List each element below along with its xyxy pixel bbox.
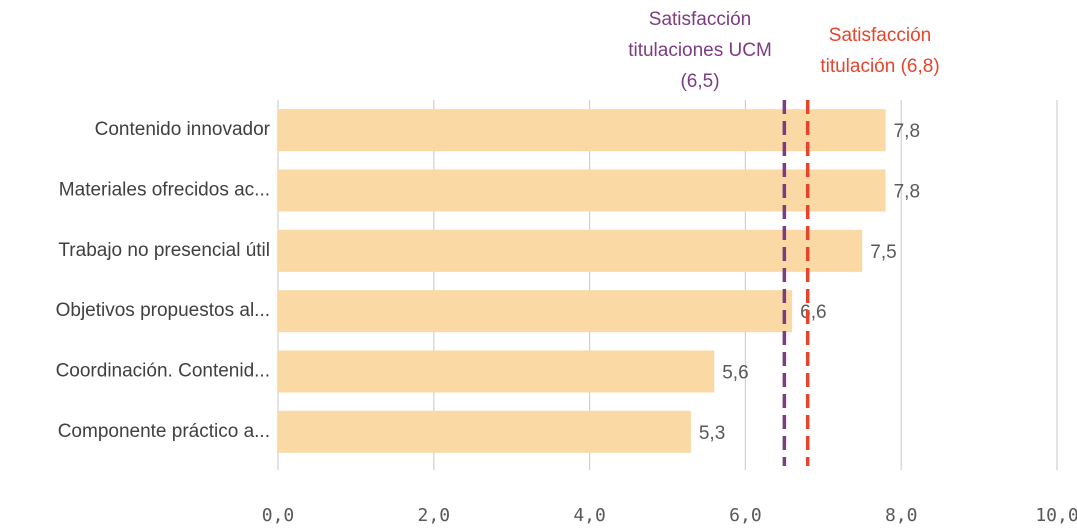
- y-tick-label: Materiales ofrecidos ac...: [59, 180, 270, 201]
- x-tick-label: 4,0: [573, 505, 606, 526]
- reference-label: Satisfacción: [829, 25, 931, 46]
- bar: [278, 410, 691, 453]
- y-tick-label: Coordinación. Contenid...: [56, 361, 270, 382]
- bar: [278, 229, 863, 272]
- reference-label: titulación (6,8): [820, 56, 939, 77]
- value-label: 7,8: [894, 121, 920, 142]
- bar: [278, 290, 793, 333]
- y-tick-label: Componente práctico a...: [58, 421, 270, 442]
- x-tick-label: 10,0: [1035, 505, 1077, 526]
- y-tick-label: Trabajo no presencial útil: [58, 240, 270, 261]
- bar: [278, 109, 886, 152]
- x-tick-label: 6,0: [729, 505, 762, 526]
- value-label: 5,3: [699, 423, 725, 444]
- value-label: 5,6: [722, 363, 748, 384]
- reference-label: (6,5): [680, 71, 719, 92]
- reference-label: Satisfacción: [649, 9, 751, 30]
- bar: [278, 350, 715, 393]
- reference-label: titulaciones UCM: [628, 40, 772, 61]
- x-tick-label: 2,0: [418, 505, 451, 526]
- x-tick-label: 0,0: [262, 505, 295, 526]
- x-tick-label: 8,0: [885, 505, 918, 526]
- y-tick-label: Objetivos propuestos al...: [56, 300, 270, 321]
- bar: [278, 169, 886, 212]
- value-label: 7,8: [894, 182, 920, 203]
- y-tick-label: Contenido innovador: [95, 119, 271, 140]
- value-label: 7,5: [870, 242, 896, 263]
- value-label: 6,6: [800, 302, 826, 323]
